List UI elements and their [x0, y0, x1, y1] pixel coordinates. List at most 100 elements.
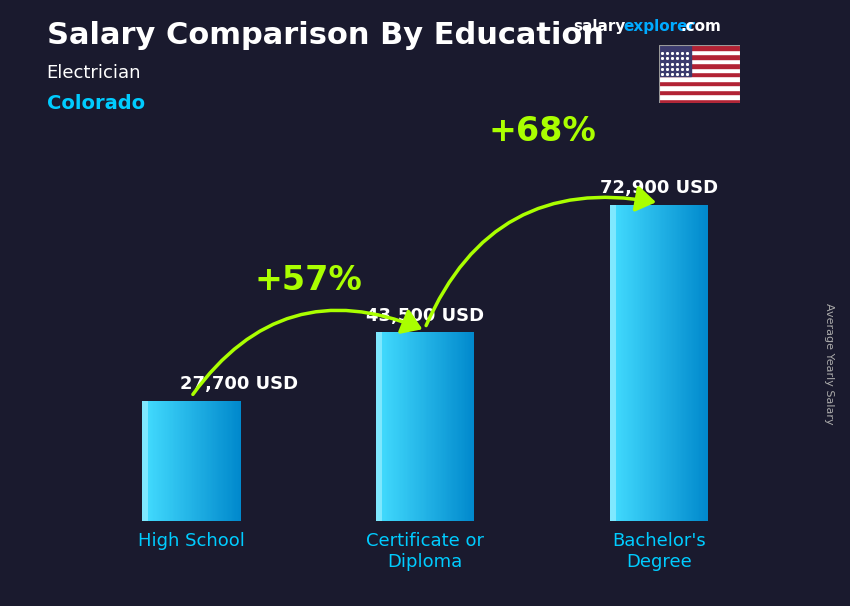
Bar: [643, 205, 644, 521]
Text: salary: salary: [574, 19, 626, 35]
Bar: [680, 205, 681, 521]
Bar: [393, 333, 394, 521]
Bar: [208, 401, 210, 521]
Bar: [152, 401, 154, 521]
Bar: [180, 401, 182, 521]
Bar: [666, 205, 667, 521]
Bar: [168, 401, 169, 521]
Bar: [640, 205, 642, 521]
Bar: [659, 99, 740, 103]
Bar: [612, 205, 614, 521]
FancyArrowPatch shape: [426, 188, 653, 325]
Bar: [609, 205, 611, 521]
Bar: [185, 401, 186, 521]
Bar: [435, 333, 436, 521]
Bar: [626, 205, 628, 521]
Bar: [655, 205, 656, 521]
Bar: [636, 205, 637, 521]
Bar: [377, 333, 378, 521]
Bar: [659, 81, 740, 85]
Text: Colorado: Colorado: [47, 94, 144, 113]
Bar: [656, 205, 658, 521]
Bar: [644, 205, 645, 521]
Bar: [659, 205, 660, 521]
Bar: [647, 205, 648, 521]
Bar: [203, 401, 205, 521]
Bar: [173, 401, 174, 521]
Bar: [420, 333, 422, 521]
Bar: [218, 401, 219, 521]
Bar: [404, 333, 405, 521]
Bar: [659, 59, 740, 63]
Bar: [394, 333, 396, 521]
Bar: [391, 333, 392, 521]
Bar: [381, 333, 382, 521]
Bar: [224, 401, 226, 521]
Bar: [217, 401, 218, 521]
Text: Average Yearly Salary: Average Yearly Salary: [824, 303, 834, 424]
Bar: [159, 401, 161, 521]
Bar: [142, 401, 144, 521]
Bar: [659, 68, 740, 72]
Bar: [452, 333, 453, 521]
Bar: [402, 333, 403, 521]
Bar: [675, 205, 676, 521]
Bar: [428, 333, 429, 521]
Bar: [692, 205, 694, 521]
Bar: [455, 333, 456, 521]
Bar: [383, 333, 385, 521]
Bar: [422, 333, 424, 521]
Bar: [698, 205, 700, 521]
Text: 72,900 USD: 72,900 USD: [600, 179, 717, 197]
Bar: [157, 401, 158, 521]
Bar: [453, 333, 455, 521]
Bar: [667, 205, 669, 521]
Bar: [659, 72, 740, 76]
Bar: [147, 401, 149, 521]
Bar: [222, 401, 224, 521]
Bar: [461, 333, 462, 521]
Bar: [659, 45, 691, 76]
Bar: [642, 205, 643, 521]
Bar: [386, 333, 388, 521]
Bar: [618, 205, 620, 521]
Text: 43,500 USD: 43,500 USD: [366, 307, 484, 325]
Bar: [202, 401, 204, 521]
Bar: [190, 401, 191, 521]
Bar: [150, 401, 152, 521]
Bar: [672, 205, 674, 521]
Bar: [382, 333, 383, 521]
Bar: [225, 401, 227, 521]
Bar: [678, 205, 680, 521]
Bar: [450, 333, 451, 521]
Bar: [650, 205, 652, 521]
Bar: [212, 401, 213, 521]
Bar: [221, 401, 222, 521]
Bar: [400, 333, 402, 521]
Bar: [416, 333, 418, 521]
Bar: [659, 85, 740, 90]
Bar: [683, 205, 685, 521]
Bar: [664, 205, 665, 521]
Bar: [413, 333, 414, 521]
Bar: [629, 205, 631, 521]
Bar: [442, 333, 444, 521]
Bar: [205, 401, 207, 521]
Bar: [426, 333, 428, 521]
Bar: [654, 205, 655, 521]
Bar: [150, 401, 151, 521]
Bar: [669, 205, 670, 521]
Bar: [406, 333, 408, 521]
Bar: [419, 333, 420, 521]
Bar: [200, 401, 201, 521]
Bar: [425, 333, 427, 521]
Bar: [659, 94, 740, 99]
Bar: [648, 205, 649, 521]
Bar: [653, 205, 655, 521]
Bar: [448, 333, 450, 521]
Text: +68%: +68%: [488, 115, 596, 148]
Bar: [197, 401, 199, 521]
Bar: [625, 205, 626, 521]
Bar: [216, 401, 218, 521]
Bar: [658, 205, 659, 521]
